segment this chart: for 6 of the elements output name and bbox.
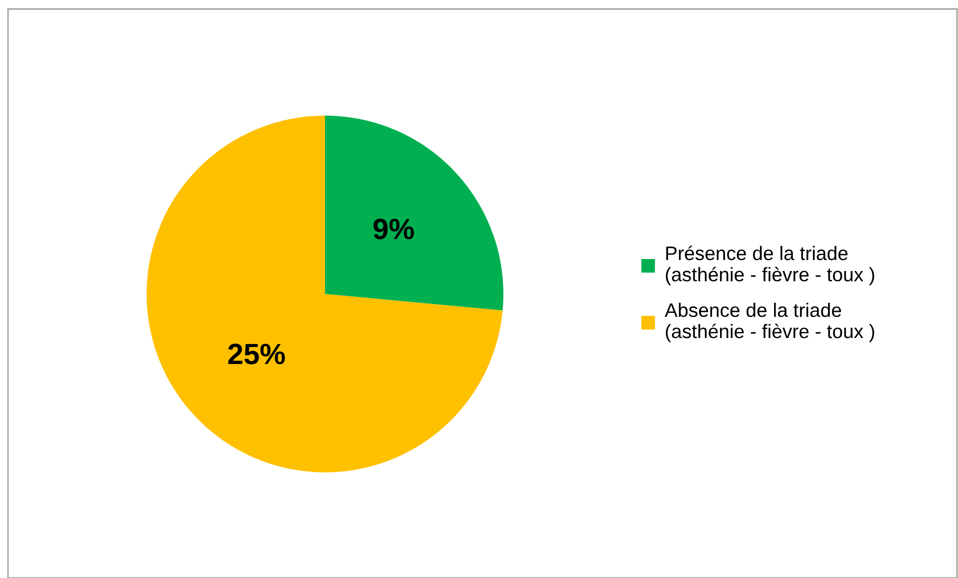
pie-slice <box>146 116 503 472</box>
data-label: 25% <box>228 344 285 364</box>
legend-label: Absence de la triade (asthénie - fièvre - toux ) <box>664 302 874 342</box>
legend-label: Présence de la triade (asthénie - fièvre - toux ) <box>666 246 874 286</box>
data-label: 9% <box>373 218 414 240</box>
pie-slice <box>325 116 504 310</box>
